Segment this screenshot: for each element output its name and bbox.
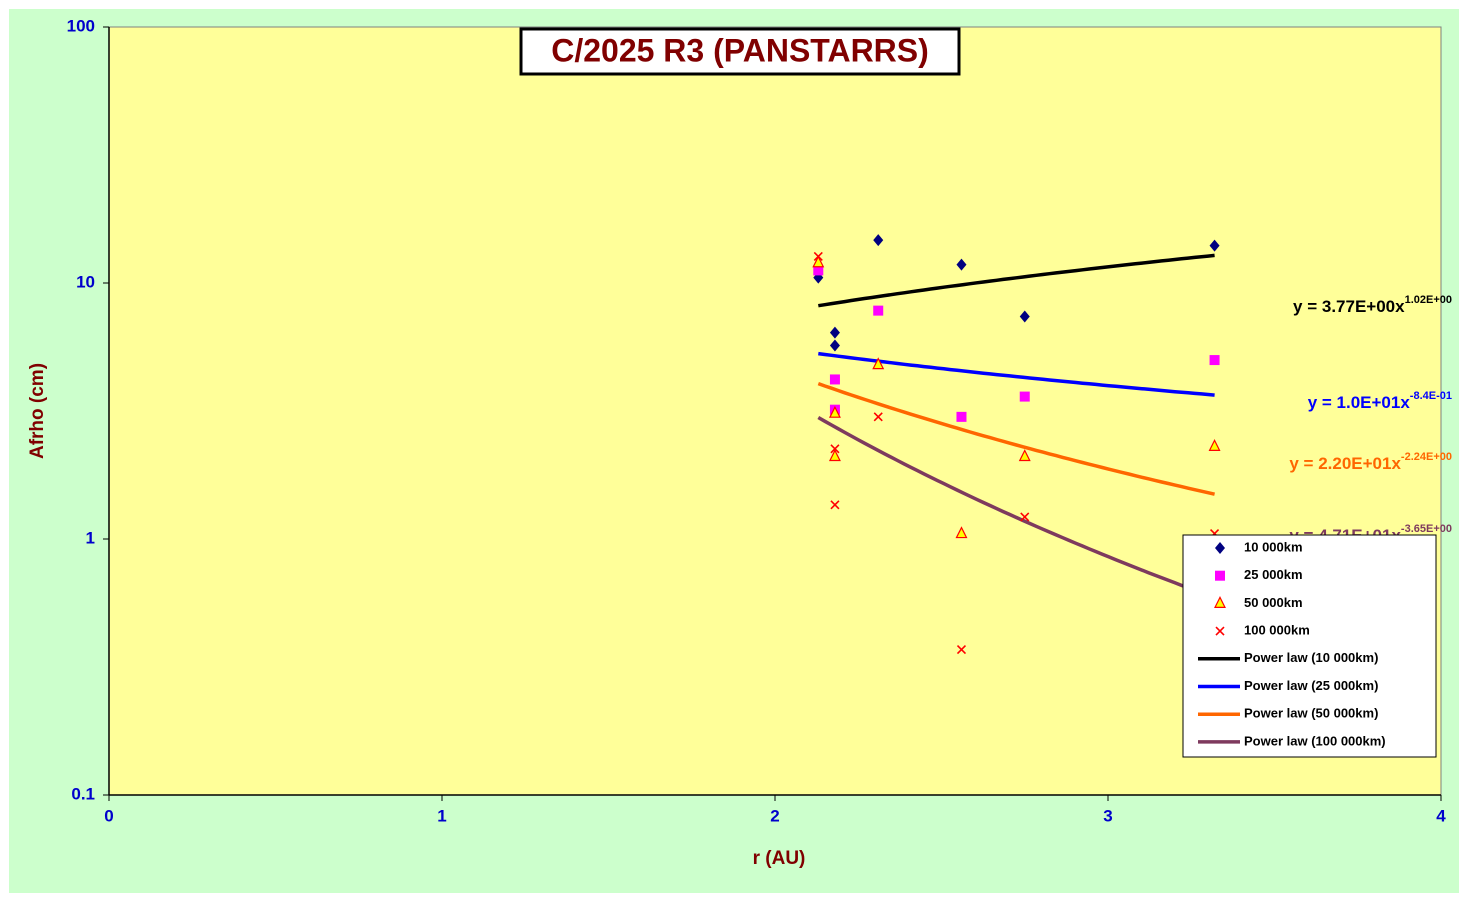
point bbox=[1019, 391, 1030, 402]
legend-label: Power law (100 000km) bbox=[1244, 733, 1386, 748]
equation-text: y = 3.77E+00x bbox=[1293, 297, 1405, 316]
equation-text: y = 2.20E+01x bbox=[1289, 454, 1401, 473]
point bbox=[1209, 355, 1220, 366]
trendline-equation: y = 1.0E+01x-8.4E-01 bbox=[1308, 390, 1452, 413]
legend-marker bbox=[1214, 596, 1226, 608]
point bbox=[955, 526, 968, 539]
legend-label: 10 000km bbox=[1244, 539, 1303, 554]
point bbox=[873, 234, 884, 247]
point bbox=[1209, 239, 1220, 252]
point bbox=[813, 265, 824, 276]
legend-box bbox=[1182, 534, 1437, 758]
point bbox=[956, 411, 967, 422]
point bbox=[828, 449, 841, 462]
trendline-equation: y = 2.20E+01x-2.24E+00 bbox=[1289, 451, 1452, 474]
point bbox=[956, 258, 967, 271]
point bbox=[812, 255, 825, 268]
legend-marker bbox=[1215, 542, 1225, 554]
point bbox=[1020, 512, 1030, 522]
equation-exponent: -2.24E+00 bbox=[1401, 451, 1452, 463]
x-tick-label: 0 bbox=[104, 806, 113, 825]
x-tick-label: 4 bbox=[1436, 806, 1446, 825]
legend-label: Power law (50 000km) bbox=[1244, 706, 1378, 721]
point bbox=[1019, 310, 1030, 323]
equation-exponent: 1.02E+00 bbox=[1405, 294, 1452, 306]
x-tick-label: 3 bbox=[1103, 806, 1112, 825]
y-tick-label: 100 bbox=[67, 16, 95, 35]
equation-text: y = 1.0E+01x bbox=[1308, 393, 1411, 412]
point bbox=[828, 405, 841, 418]
legend-label: 50 000km bbox=[1244, 595, 1303, 610]
point bbox=[1018, 449, 1031, 462]
point bbox=[829, 326, 840, 339]
legend-marker bbox=[1215, 626, 1225, 636]
equation-exponent: -3.65E+00 bbox=[1401, 523, 1452, 535]
trendline bbox=[817, 415, 1216, 600]
y-tick-label: 10 bbox=[76, 272, 95, 291]
point bbox=[830, 444, 840, 454]
point bbox=[872, 357, 885, 370]
x-axis-label: r (AU) bbox=[753, 848, 806, 869]
title-box bbox=[519, 27, 961, 76]
x-tick-label: 2 bbox=[770, 806, 779, 825]
legend-label: Power law (25 000km) bbox=[1244, 678, 1378, 693]
chart-title: C/2025 R3 (PANSTARRS) bbox=[551, 32, 929, 68]
legend-label: 25 000km bbox=[1244, 567, 1303, 582]
legend-marker bbox=[1215, 570, 1225, 581]
y-tick-label: 1 bbox=[86, 528, 95, 547]
trendline bbox=[817, 381, 1215, 496]
point bbox=[956, 644, 967, 655]
equation-exponent: -8.4E-01 bbox=[1410, 390, 1452, 402]
point bbox=[873, 305, 884, 316]
point bbox=[829, 339, 840, 352]
y-axis-label: Afrho (cm) bbox=[27, 363, 48, 459]
x-tick-label: 1 bbox=[437, 806, 446, 825]
y-tick-label: 0.1 bbox=[71, 784, 95, 803]
trendline-equation: y = 3.77E+00x1.02E+00 bbox=[1293, 294, 1452, 317]
point bbox=[1208, 439, 1221, 451]
point bbox=[873, 412, 883, 422]
legend-label: Power law (10 000km) bbox=[1244, 650, 1378, 665]
point bbox=[829, 374, 840, 385]
point bbox=[813, 251, 823, 261]
trendline bbox=[818, 253, 1215, 308]
legend-label: 100 000km bbox=[1244, 623, 1310, 638]
trendline bbox=[818, 351, 1215, 397]
point bbox=[830, 500, 840, 510]
